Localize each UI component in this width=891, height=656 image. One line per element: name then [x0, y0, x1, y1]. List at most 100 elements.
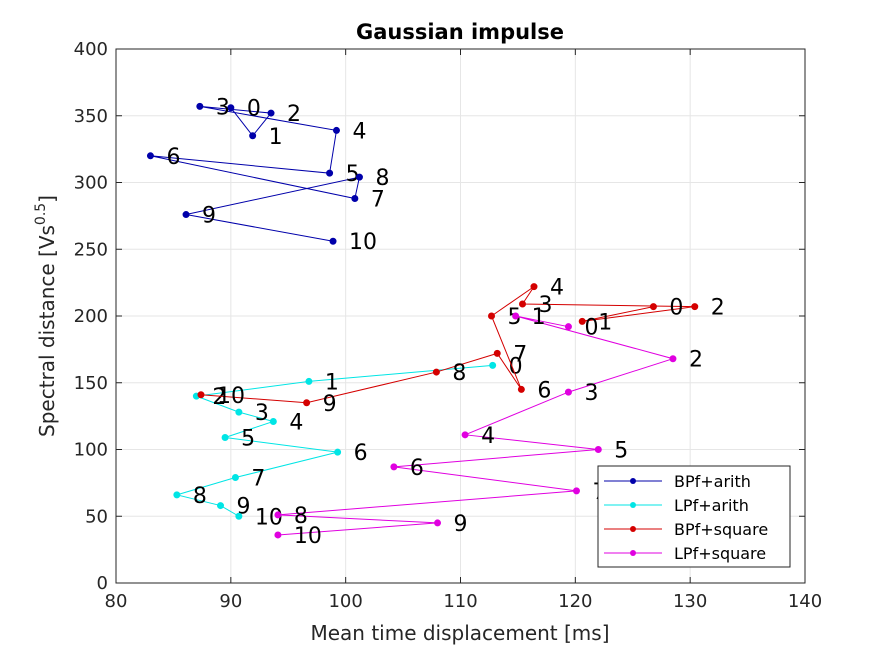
point-label: 1 — [532, 305, 546, 330]
data-point — [235, 408, 243, 416]
x-tick-label: 80 — [105, 591, 128, 612]
x-tick-label: 120 — [558, 591, 592, 612]
point-label: 6 — [410, 456, 424, 481]
point-label: 4 — [481, 424, 495, 449]
data-point — [146, 152, 154, 160]
point-label: 9 — [323, 392, 337, 417]
data-point — [564, 323, 572, 331]
data-point — [326, 169, 334, 177]
data-point — [182, 211, 190, 219]
point-label: 10 — [294, 524, 322, 549]
point-label: 2 — [711, 296, 725, 321]
data-point — [334, 448, 342, 456]
point-label: 8 — [193, 484, 207, 509]
x-axis-label: Mean time displacement [ms] — [310, 621, 609, 645]
point-label: 7 — [251, 467, 265, 492]
point-label: 3 — [255, 401, 269, 426]
point-label: 9 — [202, 204, 216, 229]
y-tick-label: 350 — [74, 106, 108, 127]
y-tick-label: 300 — [74, 173, 108, 194]
point-label: 0 — [509, 354, 523, 379]
data-point — [432, 368, 440, 376]
point-label: 4 — [550, 276, 564, 301]
data-point — [434, 519, 442, 527]
data-point — [519, 300, 527, 308]
point-label: 0 — [584, 316, 598, 341]
data-point — [355, 173, 363, 181]
data-point — [461, 431, 469, 439]
x-tick-label: 130 — [673, 591, 707, 612]
y-tick-label: 150 — [74, 373, 108, 394]
data-point — [274, 511, 282, 519]
data-point — [390, 463, 398, 471]
point-label: 7 — [371, 188, 385, 213]
point-label: 0 — [669, 296, 683, 321]
point-label: 0 — [247, 97, 261, 122]
data-point — [572, 487, 580, 495]
data-point — [512, 312, 520, 320]
point-label: 7 — [513, 342, 527, 367]
point-label: 3 — [584, 381, 598, 406]
data-point — [488, 312, 496, 320]
legend-swatch-marker — [630, 550, 636, 556]
data-point — [332, 126, 340, 134]
data-point — [329, 237, 337, 245]
data-point — [305, 377, 313, 385]
point-label: 3 — [216, 95, 230, 120]
point-label: 10 — [217, 384, 245, 409]
data-point — [197, 391, 205, 399]
point-label: 6 — [537, 378, 551, 403]
data-point — [267, 109, 275, 117]
legend-entry: LPf+arith — [674, 496, 749, 515]
data-point — [564, 388, 572, 396]
point-label: 10 — [349, 230, 377, 255]
y-axis-label-sup: 0.5 — [33, 203, 49, 225]
legend-entry: BPf+arith — [674, 472, 751, 491]
data-point — [578, 317, 586, 325]
point-label: 8 — [452, 361, 466, 386]
point-label: 8 — [294, 504, 308, 529]
y-axis-label-end: ] — [35, 195, 59, 203]
data-point — [303, 399, 311, 407]
point-label: 4 — [289, 410, 303, 435]
point-label: 1 — [325, 370, 339, 395]
data-point — [274, 531, 282, 539]
point-label: 2 — [689, 348, 703, 373]
series-layer: 0123456789100123456789100123456789100123… — [146, 95, 725, 549]
point-label: 6 — [166, 145, 180, 170]
x-tick-label: 100 — [328, 591, 362, 612]
data-point — [173, 491, 181, 499]
series-BPf+arith: 012 3 4 5 6 78 9 10 — [146, 95, 389, 255]
data-point — [517, 385, 525, 393]
point-label: 2 — [287, 102, 301, 127]
x-tick-label: 90 — [219, 591, 242, 612]
y-tick-label: 50 — [85, 506, 108, 527]
data-point — [530, 283, 538, 291]
y-tick-label: 100 — [74, 440, 108, 461]
y-axis-label: Spectral distance [Vs0.5] — [33, 195, 59, 437]
point-label: 2 — [212, 385, 226, 410]
legend-swatch-marker — [630, 502, 636, 508]
point-label: 3 — [539, 293, 553, 318]
point-label: 5 — [614, 439, 628, 464]
data-point — [669, 355, 677, 363]
point-label: 1 — [269, 125, 283, 150]
point-label: 9 — [454, 512, 468, 537]
point-label: 8 — [375, 166, 389, 191]
data-point — [216, 502, 224, 510]
legend-entry: LPf+square — [674, 544, 766, 563]
data-point — [493, 349, 501, 357]
legend-swatch-marker — [630, 478, 636, 484]
legend-swatch-marker — [630, 526, 636, 532]
y-tick-label: 200 — [74, 306, 108, 327]
y-tick-label: 400 — [74, 39, 108, 60]
legend-box — [597, 465, 791, 568]
data-point — [231, 474, 239, 482]
x-tick-label: 140 — [788, 591, 822, 612]
legend-entry: BPf+square — [674, 520, 768, 539]
point-label: 5 — [241, 426, 255, 451]
y-tick-label: 250 — [74, 239, 108, 260]
